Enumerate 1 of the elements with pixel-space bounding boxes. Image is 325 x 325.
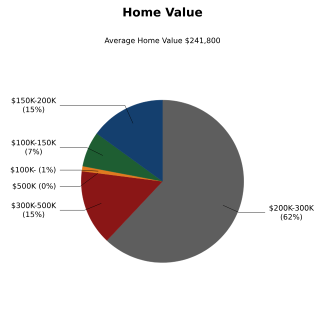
chart-title: Home Value — [123, 7, 202, 17]
